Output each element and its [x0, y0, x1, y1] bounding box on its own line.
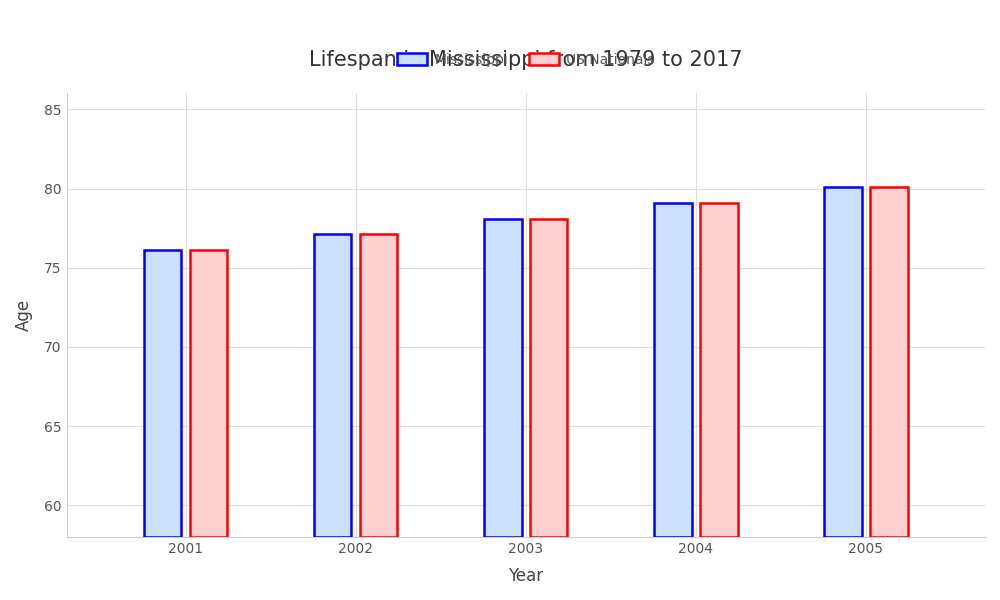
Bar	[190, 250, 227, 537]
Title: Lifespan in Mississippi from 1979 to 2017: Lifespan in Mississippi from 1979 to 201…	[309, 50, 743, 70]
Bar	[360, 235, 397, 537]
Legend: Mississippi, US Nationals: Mississippi, US Nationals	[391, 47, 660, 73]
X-axis label: Year: Year	[508, 567, 543, 585]
Bar	[824, 187, 862, 537]
Bar	[870, 187, 908, 537]
Bar	[530, 218, 567, 537]
Bar	[484, 218, 522, 537]
Bar	[144, 250, 181, 537]
Y-axis label: Age: Age	[15, 299, 33, 331]
Bar	[700, 203, 738, 537]
Bar	[654, 203, 692, 537]
Bar	[314, 235, 351, 537]
